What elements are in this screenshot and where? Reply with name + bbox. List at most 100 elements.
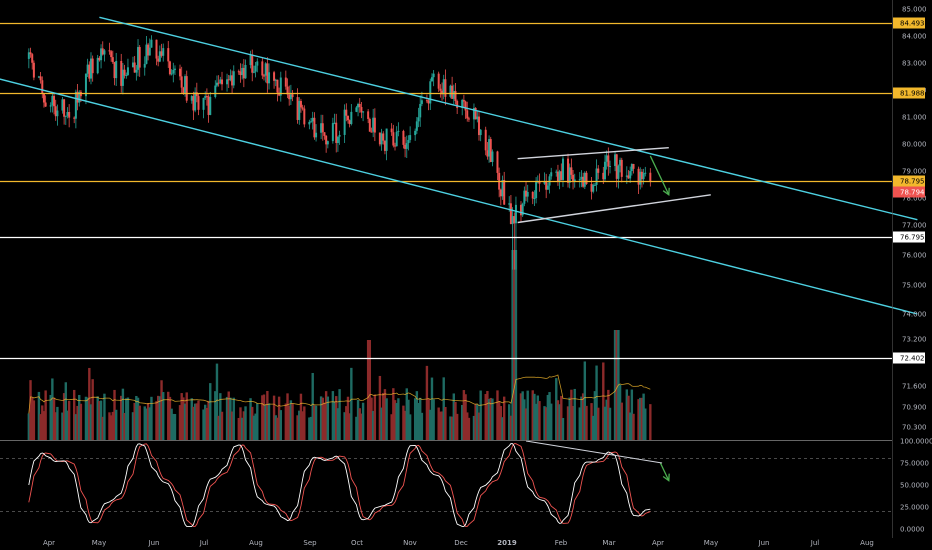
- candle-up: [194, 92, 197, 111]
- volume-bar-down: [345, 406, 348, 440]
- volume-bar-up: [114, 409, 118, 440]
- volume-bar-down: [632, 413, 635, 440]
- volume-bar-up: [521, 391, 524, 440]
- volume-bar-down: [227, 391, 230, 440]
- candle-down: [205, 96, 208, 98]
- time-tick-label: Dec: [454, 539, 468, 547]
- volume-bar-up: [508, 404, 511, 440]
- candle-down: [53, 95, 56, 107]
- level-tag-background: [893, 352, 925, 364]
- volume-bar-down: [197, 400, 200, 440]
- candle-down: [464, 101, 467, 111]
- volume-bar-up: [56, 406, 59, 440]
- channel-lower-trendline: [0, 78, 918, 315]
- candle-up: [583, 172, 586, 187]
- candle-down: [590, 183, 593, 192]
- candle-up: [49, 105, 52, 107]
- price-tick-label: 74.000: [902, 311, 927, 319]
- price-tick-label: 84.000: [902, 33, 927, 41]
- candle-up: [125, 74, 128, 76]
- price-tick-label: 70.300: [902, 424, 927, 432]
- volume-bar-down: [570, 389, 573, 440]
- candle-down: [231, 75, 234, 86]
- candle-up: [592, 184, 595, 192]
- price-axis[interactable]: 85.00084.00083.00082.00081.00080.00079.0…: [893, 6, 932, 534]
- level-tag-background: [893, 17, 925, 29]
- candle-up: [619, 159, 622, 166]
- candle-down: [242, 67, 245, 79]
- volume-bar-up: [244, 406, 247, 440]
- volume-bar-up: [143, 406, 146, 440]
- candle-up: [644, 172, 647, 174]
- candle-up: [229, 75, 232, 80]
- volume-bar-up: [145, 408, 148, 440]
- last-price-tag-label: 78.794: [900, 189, 925, 197]
- volume-bar-up: [148, 407, 151, 440]
- projection-arrow-shaft: [659, 462, 670, 481]
- candle-up: [603, 161, 606, 180]
- candle-down: [98, 57, 101, 61]
- candle-down: [73, 117, 76, 119]
- candle-up: [630, 163, 633, 172]
- candle-up: [501, 180, 504, 197]
- candle-up: [252, 71, 255, 73]
- volume-bar-up: [523, 399, 526, 440]
- volume-bar-up: [644, 408, 647, 440]
- volume-bar-up: [397, 398, 400, 440]
- volume-bar-up: [380, 407, 383, 440]
- level-tag-label: 81.988: [900, 90, 925, 98]
- candle-up: [561, 158, 564, 180]
- volume-bar-down: [597, 407, 600, 440]
- price-tick-label: 81.000: [902, 114, 927, 122]
- candle-down: [262, 75, 265, 77]
- volume-bar-up: [417, 402, 420, 440]
- volume-bar-down: [402, 405, 405, 440]
- candle-down: [266, 63, 269, 84]
- volume-bar-up: [172, 413, 175, 440]
- candle-up: [550, 172, 553, 177]
- drawings-layer: [0, 16, 918, 482]
- volume-bar-up: [533, 393, 536, 440]
- candle-up: [137, 47, 140, 70]
- volume-bar-up: [361, 402, 365, 440]
- candle-down: [466, 110, 469, 119]
- volume-bar-down: [637, 399, 640, 440]
- volume-bar-down: [321, 397, 324, 440]
- candle-down: [597, 168, 600, 173]
- candle-down: [454, 90, 457, 102]
- volume-bar-down: [323, 402, 326, 440]
- candle-up: [279, 77, 282, 96]
- price-tick-label: 76.000: [902, 252, 927, 260]
- volume-bar-up: [338, 389, 341, 440]
- candle-up: [514, 204, 517, 224]
- volume-bar-up: [37, 391, 41, 440]
- candle-up: [78, 91, 81, 103]
- volume-bar-down: [348, 413, 351, 440]
- volume-bar-down: [620, 402, 623, 440]
- price-tick-label: 79.000: [902, 168, 927, 176]
- volume-bar-down: [560, 395, 563, 440]
- volume-bar-down: [378, 375, 382, 440]
- candle-down: [402, 130, 405, 145]
- volume-bar-down: [440, 411, 444, 440]
- volume-bar-down: [382, 392, 385, 440]
- volume-bar-down: [366, 340, 370, 440]
- candle-down: [346, 115, 349, 121]
- volume-bar-down: [466, 412, 469, 440]
- volume-bar-down: [489, 397, 492, 440]
- candle-down: [41, 80, 44, 94]
- volume-bar-up: [229, 397, 232, 440]
- candle-down: [394, 145, 397, 147]
- candle-down: [367, 111, 370, 119]
- volume-bar-up: [639, 397, 642, 440]
- candle-up: [476, 116, 479, 120]
- volume-bar-up: [289, 400, 293, 440]
- time-axis[interactable]: Apr May Jun Jul Aug Sep Oct Nov Dec 2019 Feb Mar Apr…: [43, 539, 874, 547]
- volume-bar-up: [214, 391, 217, 440]
- volume-bar-down: [444, 406, 447, 440]
- volume-bar-up: [225, 396, 229, 440]
- candle-down: [123, 69, 126, 76]
- candle-up: [430, 77, 433, 82]
- volume-bar-down: [123, 413, 126, 440]
